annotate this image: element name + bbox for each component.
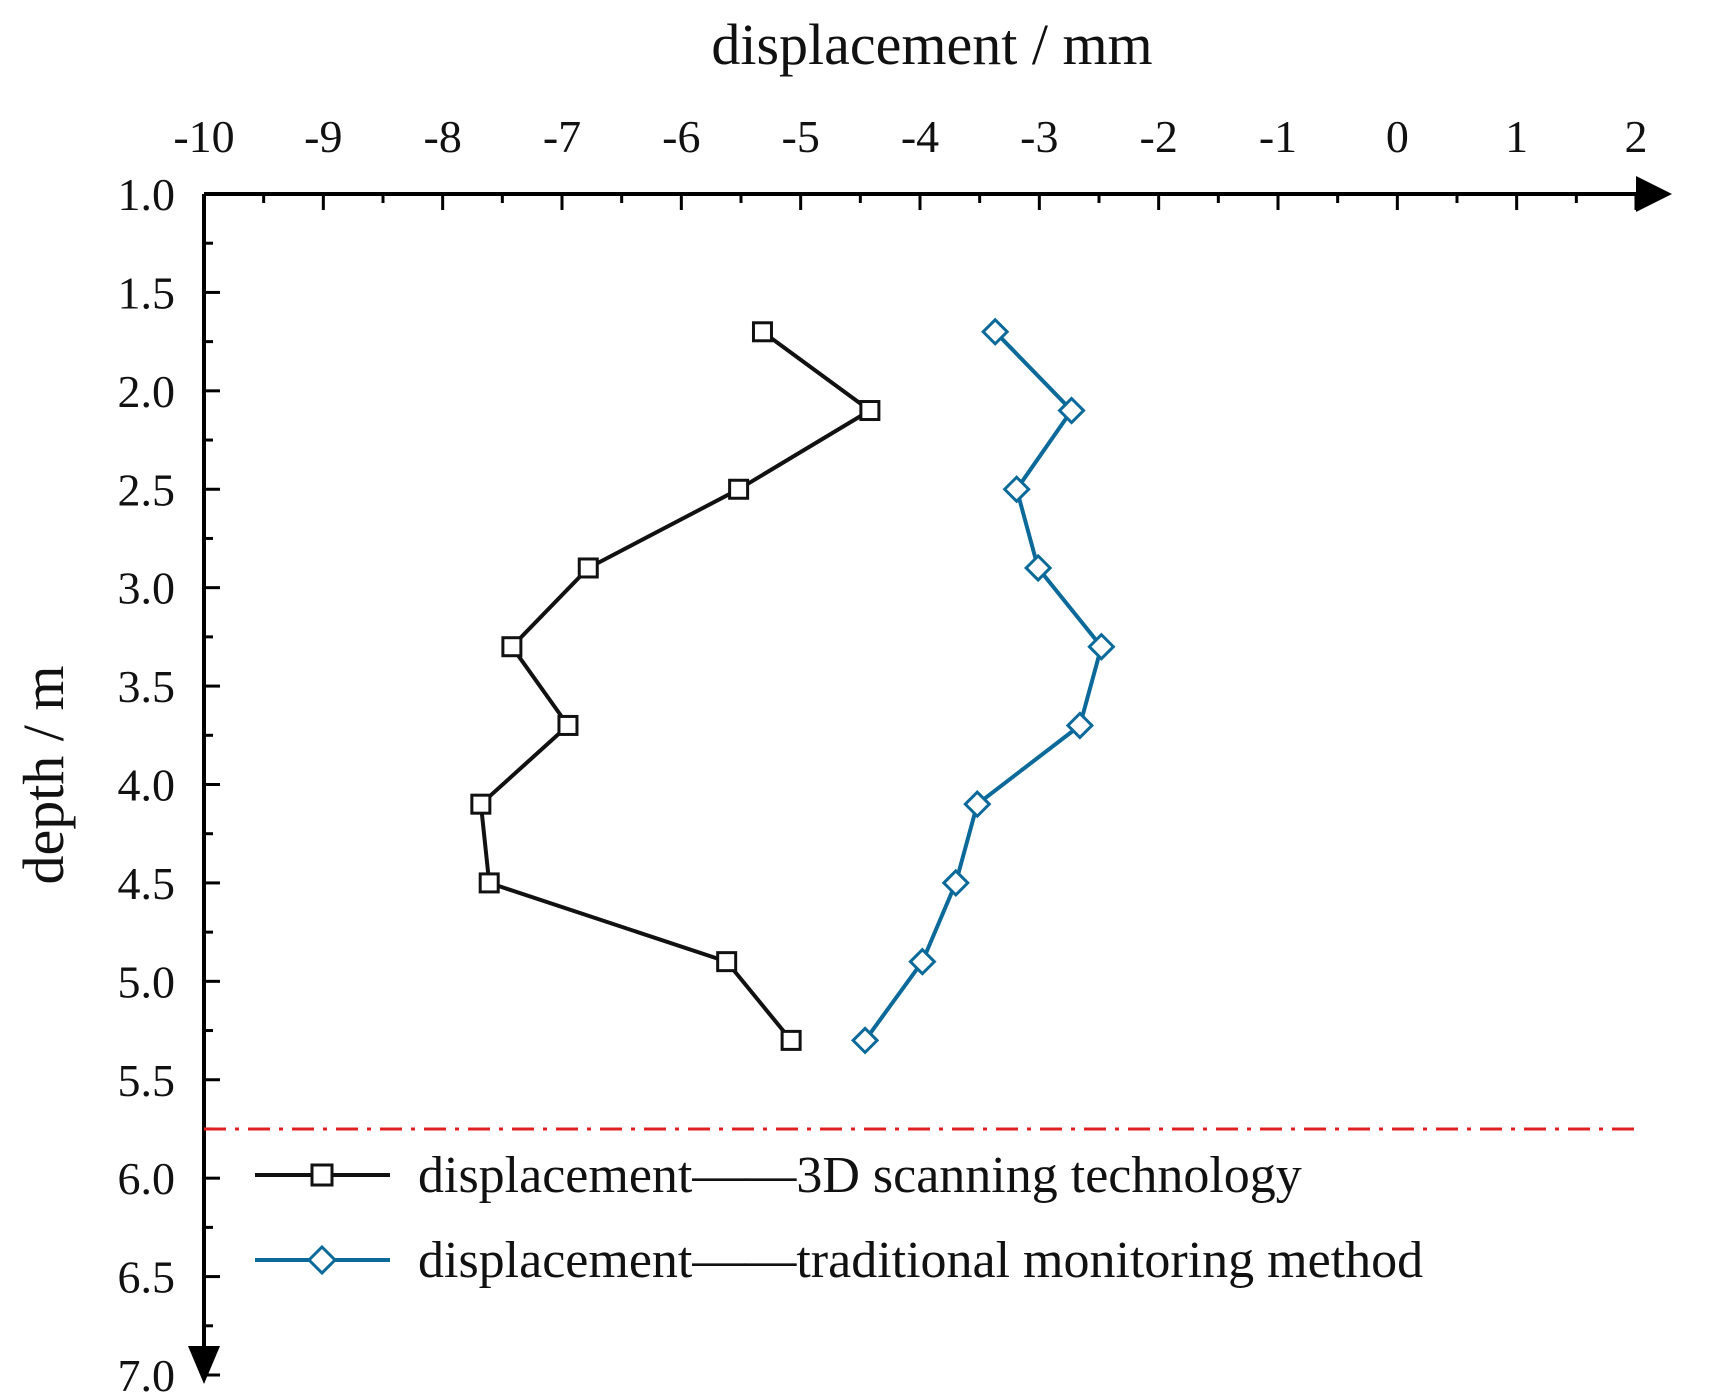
square-marker	[716, 951, 738, 973]
x-tick-label: -6	[662, 111, 700, 162]
square-marker	[310, 1163, 334, 1187]
square-marker	[501, 636, 523, 658]
y-axis-title: depth / m	[11, 665, 76, 884]
diamond-marker	[306, 1244, 338, 1276]
diamond-marker	[981, 317, 1010, 346]
square-marker	[577, 557, 599, 579]
square-marker	[557, 714, 579, 736]
y-tick-label: 5.5	[118, 1055, 176, 1106]
diamond-marker	[963, 790, 992, 819]
y-tick-label: 1.5	[118, 267, 176, 318]
y-tick-label: 6.5	[118, 1252, 176, 1303]
y-tick-label: 1.0	[118, 169, 176, 220]
diamond-marker	[850, 1026, 880, 1055]
legend: displacement——3D scanning technology disp…	[255, 1147, 1423, 1289]
legend-label: displacement——traditional monitoring met…	[418, 1232, 1423, 1289]
x-axis-ticks: -10 -9 -8 -7 -6 -5 -4 -3 -2 -1 0 1 2	[173, 111, 1648, 210]
diamond-marker	[1057, 396, 1086, 425]
diamond-marker	[941, 868, 970, 898]
series-line	[478, 330, 872, 1042]
x-tick-label: -4	[901, 111, 939, 162]
y-tick-label: 4.0	[118, 760, 176, 811]
x-tick-label: -7	[543, 111, 581, 162]
diamond-marker	[1065, 711, 1095, 740]
square-marker	[478, 872, 500, 894]
legend-item: displacement——traditional monitoring met…	[255, 1232, 1423, 1289]
diamond-marker	[1087, 632, 1116, 661]
square-marker	[751, 321, 773, 343]
series-2	[850, 317, 1116, 1055]
y-tick-label: 3.5	[118, 661, 176, 712]
y-tick-label: 2.5	[118, 464, 176, 515]
diamond-marker	[1002, 475, 1031, 504]
y-axis-ticks: 1.0 1.5 2.0 2.5 3.0 3.5 4.0 4.5 5.0 5.5 6.0 6.5 7.0	[118, 169, 220, 1393]
x-tick-label: -3	[1020, 111, 1058, 162]
y-tick-label: 7.0	[118, 1350, 176, 1393]
square-marker	[780, 1029, 802, 1051]
x-axis-title: displacement / mm	[711, 12, 1152, 77]
y-tick-label: 2.0	[118, 366, 176, 417]
diamond-marker	[1024, 553, 1053, 583]
x-tick-label: -2	[1140, 111, 1178, 162]
series-1	[470, 321, 881, 1051]
y-tick-label: 4.5	[118, 858, 176, 909]
x-tick-label: 0	[1386, 111, 1409, 162]
series-line	[863, 330, 1104, 1042]
x-tick-label: -1	[1259, 111, 1297, 162]
x-tick-label: -5	[782, 111, 820, 162]
x-axis-arrow	[1636, 176, 1672, 212]
x-tick-label: -9	[304, 111, 342, 162]
y-tick-label: 3.0	[118, 563, 176, 614]
legend-item: displacement——3D scanning technology	[255, 1147, 1302, 1204]
square-marker	[470, 793, 492, 815]
x-tick-label: -10	[173, 111, 234, 162]
y-axis-arrow	[188, 1346, 220, 1384]
x-tick-label: 1	[1505, 111, 1528, 162]
legend-label: displacement——3D scanning technology	[418, 1147, 1302, 1204]
y-tick-label: 6.0	[118, 1153, 176, 1204]
y-tick-label: 5.0	[118, 956, 176, 1007]
square-marker	[728, 478, 750, 500]
series-group	[470, 317, 1116, 1055]
square-marker	[859, 400, 881, 422]
x-tick-label: 2	[1625, 111, 1648, 162]
x-tick-label: -8	[424, 111, 462, 162]
diamond-marker	[908, 947, 937, 976]
